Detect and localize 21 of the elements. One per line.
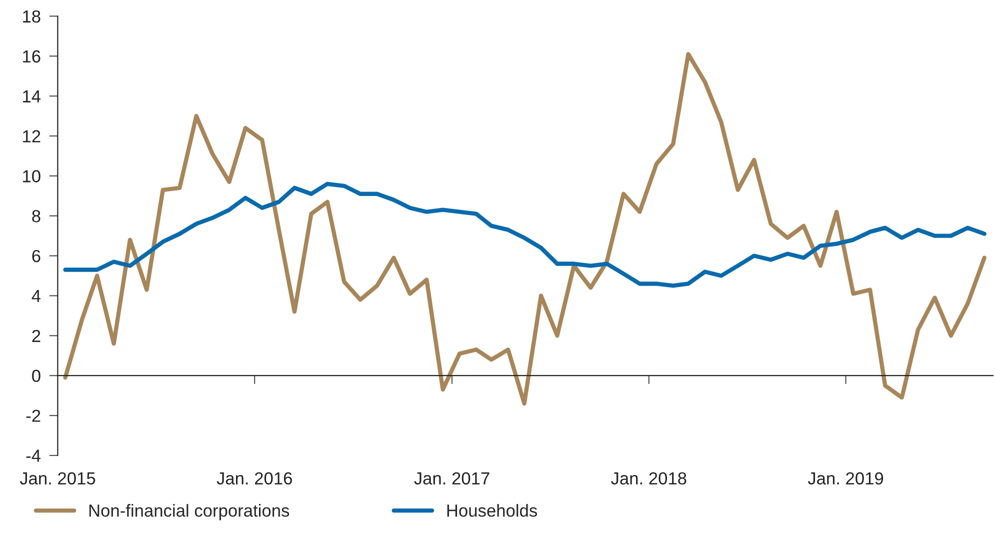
y-tick-label: 14 [23,90,41,102]
y-tick-label: -4 [26,450,41,462]
y-tick-label: 6 [32,250,40,262]
x-tick-label: Jan. 2019 [808,472,884,485]
y-tick-label: 18 [23,10,40,23]
y-tick-label: 12 [23,130,40,142]
x-tick-label: Jan. 2018 [611,472,686,485]
line-series [63,52,986,406]
x-tick-label: Jan. 2015 [20,472,96,485]
x-tick-label: Jan. 2016 [216,472,292,485]
y-tick-label: -2 [26,410,40,422]
y-tick-label: 16 [23,50,40,63]
y-tick-label: 2 [32,330,40,342]
legend-label: Households [447,504,537,517]
y-tick-label: 0 [32,370,40,382]
x-tick-label: Jan. 2017 [414,472,490,485]
y-tick-label: 8 [32,210,40,222]
legend-label: Non-financial corporations [89,504,290,520]
y-tick-label: 4 [32,290,41,302]
y-tick-label: 10 [23,170,40,182]
line-series [63,182,986,288]
